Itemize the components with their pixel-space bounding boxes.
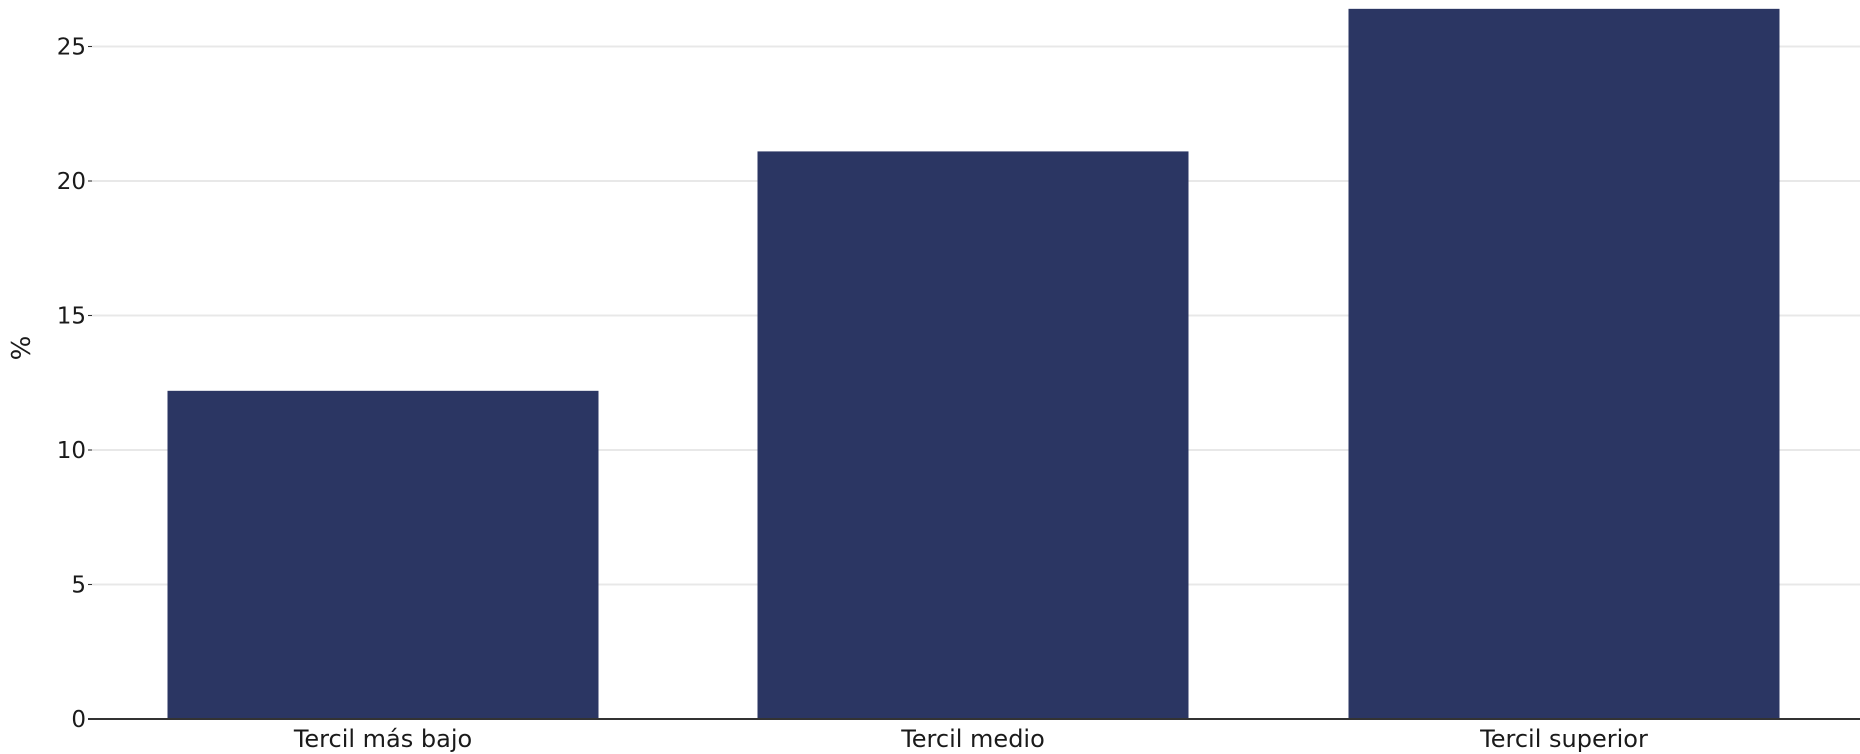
y-tick-label: 20 (57, 169, 86, 195)
y-tick-label: 0 (71, 707, 86, 733)
bar (1348, 8, 1780, 719)
x-category-label: Tercil medio (900, 725, 1045, 753)
y-tick-label: 5 (71, 573, 86, 599)
x-axis-labels: Tercil más bajo Tercil medio Tercil superi… (293, 725, 1648, 753)
y-axis-title: % (7, 336, 37, 361)
y-tick-label: 15 (57, 304, 86, 330)
y-axis-ticks: 0 5 10 15 20 25 (57, 35, 92, 733)
y-tick-label: 10 (57, 438, 86, 464)
y-tick-label: 25 (57, 35, 86, 61)
x-category-label: Tercil más bajo (293, 725, 472, 753)
bar (167, 390, 599, 719)
x-category-label: Tercil superior (1479, 725, 1648, 753)
bars (167, 8, 1780, 719)
bar (757, 151, 1189, 719)
